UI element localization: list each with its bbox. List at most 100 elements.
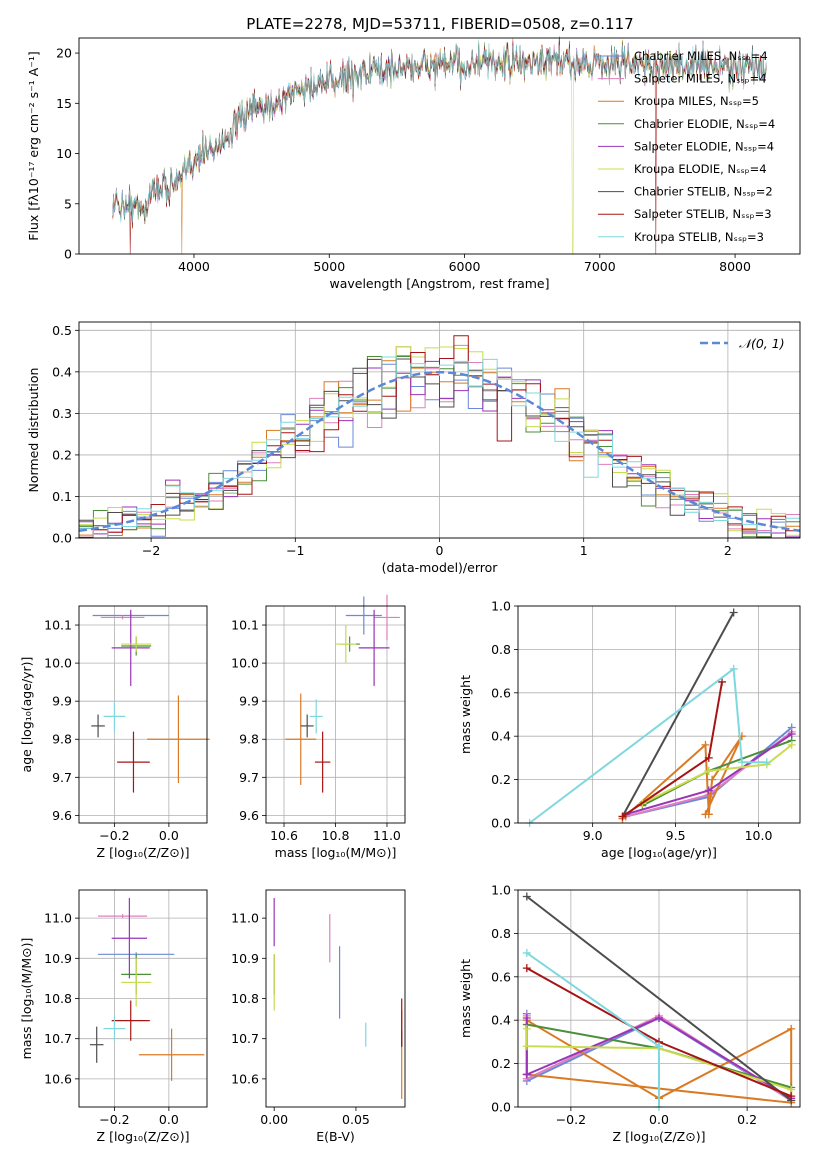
x-tick-label: 0.0 <box>649 1112 669 1127</box>
axes-frame <box>78 37 801 255</box>
y-tick-label: 9.8 <box>239 732 259 747</box>
legend-label: Kroupa ELODIE, Nₛₛₚ=4 <box>634 162 767 176</box>
legend-label: 𝒩(0, 1) <box>739 336 785 351</box>
weight-marker <box>701 740 710 749</box>
weight-marker <box>522 1042 531 1051</box>
errorbar-salpeter-stelib <box>314 731 331 793</box>
y-axis-label: Normed distribution <box>26 368 41 493</box>
gaussian-curve <box>78 371 801 532</box>
y-tick-label: 0.5 <box>52 323 72 338</box>
weight-marker <box>655 1014 663 1023</box>
legend-label: Chabrier STELIB, Nₛₛₚ=2 <box>634 185 773 199</box>
errorbar-kroupa-elodie <box>121 958 152 1007</box>
y-tick-label: 0 <box>64 247 72 262</box>
errorbar-chabrier-miles <box>345 596 382 635</box>
errorbar-salpeter-miles <box>100 615 145 620</box>
y-tick-label: 10.1 <box>44 618 72 633</box>
x-tick-label: 8000 <box>719 259 751 274</box>
panel-age_vs_mass: 10.6 10.8 11.0 9.6 9.7 9.8 9.9 10.0 10.1 mass [lo… <box>231 594 406 860</box>
panel-residuals: −2 −1 0 1 2 0.0 0.1 0.2 0.3 0.4 0.5 (data-model)/er… <box>26 321 801 575</box>
x-tick-label: 10.0 <box>745 828 773 843</box>
x-tick-label: 0.0 <box>159 1112 179 1127</box>
y-axis-label: Flux [fλ10⁻¹⁷ erg cm⁻² s⁻¹ A⁻¹] <box>26 51 41 240</box>
plot-area <box>89 898 205 1081</box>
y-tick-label: 0.8 <box>491 642 511 657</box>
legend-label: Chabrier ELODIE, Nₛₛₚ=4 <box>634 117 775 131</box>
weight-marker <box>787 740 796 749</box>
errorbar-salpeter-stelib <box>117 731 150 793</box>
x-tick-label: 2 <box>724 543 732 558</box>
weight-marker <box>787 1092 796 1101</box>
x-axis-label: Z [log₁₀(Z/Z⊙)] <box>613 1129 706 1144</box>
axes-frame <box>517 889 801 1108</box>
y-tick-label: 0.2 <box>491 772 511 787</box>
plot-area <box>285 594 400 793</box>
y-tick-label: 10.0 <box>44 656 72 671</box>
weight-marker <box>522 948 531 957</box>
x-tick-label: 1 <box>580 543 588 558</box>
weight-line <box>641 744 793 805</box>
plot-area <box>112 36 767 255</box>
plot-area <box>91 609 210 793</box>
y-axis-label: mass [log₁₀(M/M⊙)] <box>19 938 34 1060</box>
x-tick-label: −0.2 <box>556 1112 586 1127</box>
y-tick-label: 9.7 <box>239 770 259 785</box>
x-axis-label: Z [log₁₀(Z/Z⊙)] <box>97 845 190 860</box>
x-axis-label: age [log₁₀(age/yr)] <box>601 845 717 860</box>
weight-line <box>526 952 660 1107</box>
y-tick-label: 0.4 <box>491 1013 511 1028</box>
x-tick-label: 0.0 <box>159 828 179 843</box>
x-tick-label: −2 <box>142 543 160 558</box>
y-tick-label: 0.8 <box>491 926 511 941</box>
weight-line <box>621 735 743 820</box>
x-tick-label: 7000 <box>584 259 616 274</box>
weight-marker <box>737 758 746 767</box>
x-tick-label: 0.00 <box>260 1112 288 1127</box>
legend-label: Salpeter STELIB, Nₛₛₚ=3 <box>634 207 772 221</box>
y-tick-label: 9.8 <box>52 732 72 747</box>
y-tick-label: 10.8 <box>231 991 259 1006</box>
errorbar-kroupa-elodie <box>335 625 357 664</box>
weight-marker <box>704 766 713 775</box>
weight-line <box>621 612 735 817</box>
x-axis-label: E(B-V) <box>316 1129 355 1144</box>
plot-area <box>78 335 801 539</box>
weight-marker <box>522 964 531 973</box>
x-tick-label: 6000 <box>449 259 481 274</box>
weight-series-salpeter-elodie <box>621 730 796 819</box>
errorbar-chabrier-stelib <box>300 714 314 738</box>
weight-marker <box>522 1014 531 1023</box>
weight-marker <box>708 775 717 784</box>
x-tick-label: −0.2 <box>99 1112 129 1127</box>
weight-series-salpeter-stelib <box>522 964 796 1101</box>
y-tick-label: 9.9 <box>52 694 72 709</box>
errorbar-kroupa-miles <box>138 1028 205 1081</box>
axes-frame <box>265 605 406 824</box>
weight-marker <box>718 677 727 686</box>
x-tick-label: 9.5 <box>666 828 686 843</box>
weight-marker <box>729 608 738 617</box>
weight-series-salpeter-stelib <box>618 677 727 821</box>
y-tick-label: 9.7 <box>52 770 72 785</box>
y-tick-label: 10.8 <box>44 991 72 1006</box>
y-tick-label: 9.9 <box>239 694 259 709</box>
errorbar-kroupa-stelib <box>103 1016 126 1041</box>
plot-area <box>522 892 796 1111</box>
weight-marker <box>787 1024 796 1033</box>
x-axis-label: (data-model)/error <box>382 560 499 575</box>
panel-mass_vs_Z: −0.2 0.0 10.6 10.7 10.8 10.9 11.0 Z [log₁₀(Z/Z⊙… <box>19 889 208 1144</box>
x-tick-label: −1 <box>286 543 304 558</box>
weight-marker <box>704 786 713 795</box>
weight-series-kroupa-miles <box>618 732 746 823</box>
weight-marker <box>655 1042 663 1051</box>
weight-series-kroupa-elodie <box>638 740 796 808</box>
y-axis-label: age [log₁₀(age/yr)] <box>19 657 34 773</box>
x-tick-label: 5000 <box>313 259 345 274</box>
y-tick-label: 0.6 <box>491 969 511 984</box>
panel-weight_vs_age: 9.0 9.5 10.0 0.0 0.2 0.4 0.6 0.8 1.0 age [log₁₀(a… <box>458 599 801 860</box>
y-tick-label: 10.1 <box>231 618 259 633</box>
legend-label: Salpeter ELODIE, Nₛₛₚ=4 <box>634 139 774 153</box>
y-tick-label: 0.3 <box>52 406 72 421</box>
